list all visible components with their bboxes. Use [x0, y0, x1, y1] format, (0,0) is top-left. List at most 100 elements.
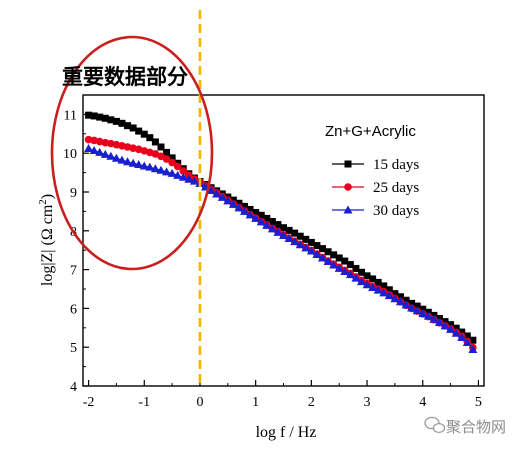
data-point: [178, 172, 188, 181]
data-point: [368, 282, 378, 291]
data-point: [257, 211, 265, 219]
data-point: [395, 297, 405, 306]
data-point: [373, 285, 383, 294]
data-point: [280, 224, 287, 232]
data-point: [85, 111, 93, 119]
x-axis-label: log f / Hz: [256, 424, 317, 441]
data-point: [323, 256, 333, 265]
data-point: [408, 299, 416, 307]
data-point: [413, 302, 421, 310]
data-point: [157, 143, 165, 151]
data-point: [274, 221, 282, 229]
legend-item: 15 days: [332, 157, 419, 173]
y-tick-label: 5: [70, 341, 77, 356]
data-point: [290, 237, 300, 246]
data-point: [324, 248, 332, 256]
data-point: [351, 273, 361, 282]
data-point: [89, 145, 99, 154]
legend: Zn+G+Acrylic 15 days 25 days 30 days: [325, 123, 419, 219]
watermark: 聚合物网: [424, 416, 506, 436]
data-point: [246, 205, 254, 213]
data-point: [469, 336, 477, 344]
data-point: [457, 333, 467, 341]
data-point: [330, 251, 338, 259]
data-point: [223, 196, 233, 205]
highlight-ellipse: [50, 35, 214, 271]
data-point: [111, 153, 121, 162]
data-point: [374, 278, 382, 286]
y-tick-label: 10: [63, 147, 77, 162]
y-axis-label: log|Z| (Ω cm2): [37, 194, 56, 286]
data-point: [206, 185, 216, 194]
data-point: [402, 296, 410, 304]
data-point: [385, 286, 393, 294]
data-point: [90, 112, 98, 120]
data-point: [291, 229, 299, 237]
y-tick-label: 6: [70, 302, 77, 317]
legend-label: 15 days: [373, 157, 419, 173]
data-point: [95, 147, 105, 156]
data-point: [123, 157, 133, 166]
data-point: [163, 148, 171, 156]
data-point: [341, 257, 349, 265]
data-point: [124, 122, 132, 130]
data-point: [468, 345, 478, 354]
legend-title: Zn+G+Acrylic: [325, 123, 416, 140]
data-point: [263, 214, 271, 222]
data-point: [362, 280, 372, 289]
series-30-days: [84, 144, 478, 354]
legend-marker: [344, 160, 352, 168]
data-point: [391, 290, 399, 298]
y-tick-label: 7: [70, 264, 77, 279]
data-point: [184, 174, 194, 183]
data-point: [369, 275, 377, 283]
data-point: [101, 138, 110, 147]
data-point: [463, 332, 471, 340]
data-point: [284, 234, 294, 243]
data-point: [329, 260, 339, 269]
data-point: [100, 149, 110, 158]
x-tick-label: 3: [364, 395, 371, 410]
data-point: [306, 246, 316, 255]
data-point: [390, 294, 400, 303]
data-point: [440, 321, 450, 330]
data-point: [407, 303, 417, 312]
data-point: [447, 321, 455, 329]
data-point: [145, 162, 155, 171]
data-point: [128, 158, 138, 167]
data-point: [84, 144, 94, 153]
data-point: [452, 324, 460, 332]
data-point: [139, 161, 149, 170]
y-tick-label: 4: [70, 380, 77, 395]
x-tick-label: -2: [83, 395, 95, 410]
data-point: [313, 242, 321, 250]
data-point: [212, 189, 222, 198]
data-point: [312, 249, 322, 258]
data-point: [379, 288, 389, 297]
data-point: [384, 291, 394, 300]
data-point: [396, 293, 404, 301]
data-point: [462, 338, 472, 347]
data-point: [345, 270, 355, 279]
x-tick-label: 4: [419, 395, 426, 410]
data-point: [156, 165, 166, 174]
data-point: [423, 311, 433, 320]
data-point: [262, 220, 272, 229]
data-point: [346, 261, 354, 269]
data-point: [134, 159, 144, 168]
data-point: [352, 264, 360, 272]
legend-label: 30 days: [373, 203, 419, 219]
data-point: [241, 202, 249, 210]
data-point: [451, 328, 461, 337]
data-point: [307, 238, 315, 246]
x-tick-label: -1: [138, 395, 150, 410]
data-point: [162, 155, 171, 163]
legend-marker: [344, 183, 352, 191]
data-point: [285, 226, 293, 234]
data-point: [412, 306, 422, 315]
data-point: [106, 151, 116, 160]
data-point: [268, 217, 276, 225]
data-point: [162, 167, 172, 176]
data-point: [302, 235, 310, 243]
data-point: [251, 213, 261, 222]
